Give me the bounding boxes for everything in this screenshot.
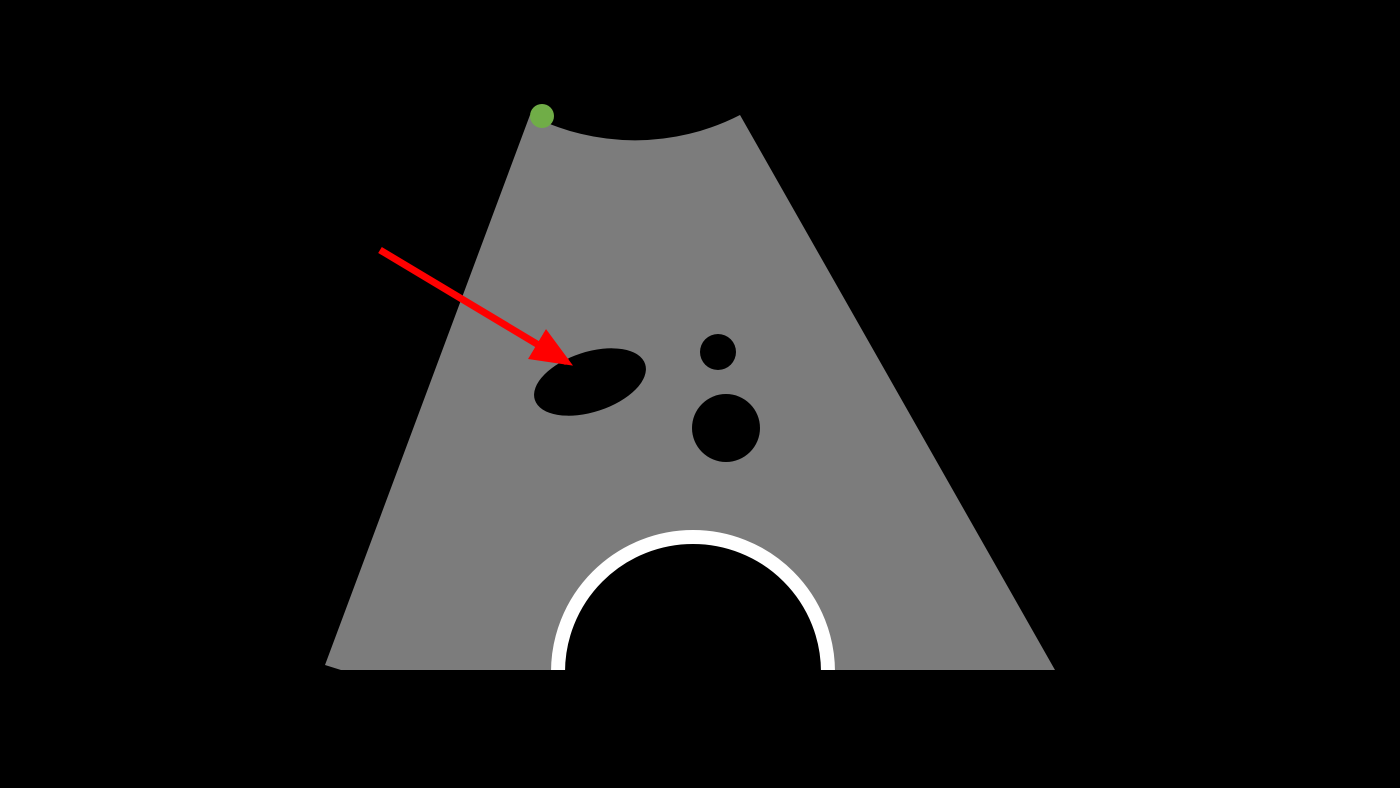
aorta-structure <box>692 394 760 462</box>
orientation-marker <box>530 104 554 128</box>
mask-bottom <box>0 670 1400 788</box>
sma-structure <box>700 334 736 370</box>
